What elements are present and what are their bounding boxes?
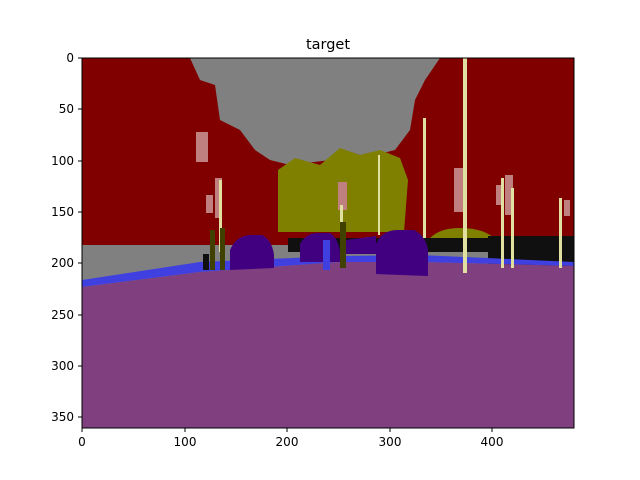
pole-7 <box>511 188 514 268</box>
sign-8 <box>564 200 570 216</box>
pole-4 <box>423 118 426 238</box>
car-small <box>346 236 376 254</box>
pole-6 <box>501 178 504 268</box>
sign-3 <box>206 195 213 213</box>
x-axis: 0 100 200 300 400 <box>78 428 503 449</box>
x-tick-label: 400 <box>481 435 504 449</box>
x-tick-label: 200 <box>276 435 299 449</box>
building-region <box>82 58 574 245</box>
pole-2 <box>340 205 343 235</box>
y-tick-label: 250 <box>51 308 74 322</box>
pole-1 <box>219 180 222 252</box>
x-tick-label: 100 <box>174 435 197 449</box>
y-tick-label: 300 <box>51 359 74 373</box>
car-right <box>376 230 428 276</box>
segmentation-image <box>82 58 574 428</box>
plot-frame <box>81 57 575 429</box>
person-1 <box>210 230 215 270</box>
road-region <box>82 262 574 428</box>
pole-5 <box>463 58 467 273</box>
y-tick-label: 50 <box>59 102 74 116</box>
y-tick-label: 350 <box>51 410 74 424</box>
y-tick-label: 100 <box>51 154 74 168</box>
y-tick-label: 150 <box>51 205 74 219</box>
sign-1 <box>196 132 208 162</box>
y-axis: 0 50 100 150 200 250 300 350 <box>51 51 82 424</box>
sign-5 <box>454 168 465 212</box>
rider-blue <box>323 240 330 270</box>
sign-6 <box>496 185 503 205</box>
figure-title: target <box>306 37 350 53</box>
person-3 <box>340 222 346 268</box>
pole-8 <box>559 198 562 268</box>
sign-2 <box>215 178 222 218</box>
x-tick-label: 0 <box>78 435 86 449</box>
sign-4 <box>338 182 347 210</box>
sign-7 <box>505 175 513 215</box>
object-dark <box>203 254 209 270</box>
x-tick-label: 300 <box>379 435 402 449</box>
car-left <box>230 235 274 270</box>
y-tick-label: 0 <box>66 51 74 65</box>
person-2 <box>220 228 225 270</box>
car-middle <box>300 233 340 262</box>
pole-3 <box>378 155 380 235</box>
y-tick-label: 200 <box>51 256 74 270</box>
